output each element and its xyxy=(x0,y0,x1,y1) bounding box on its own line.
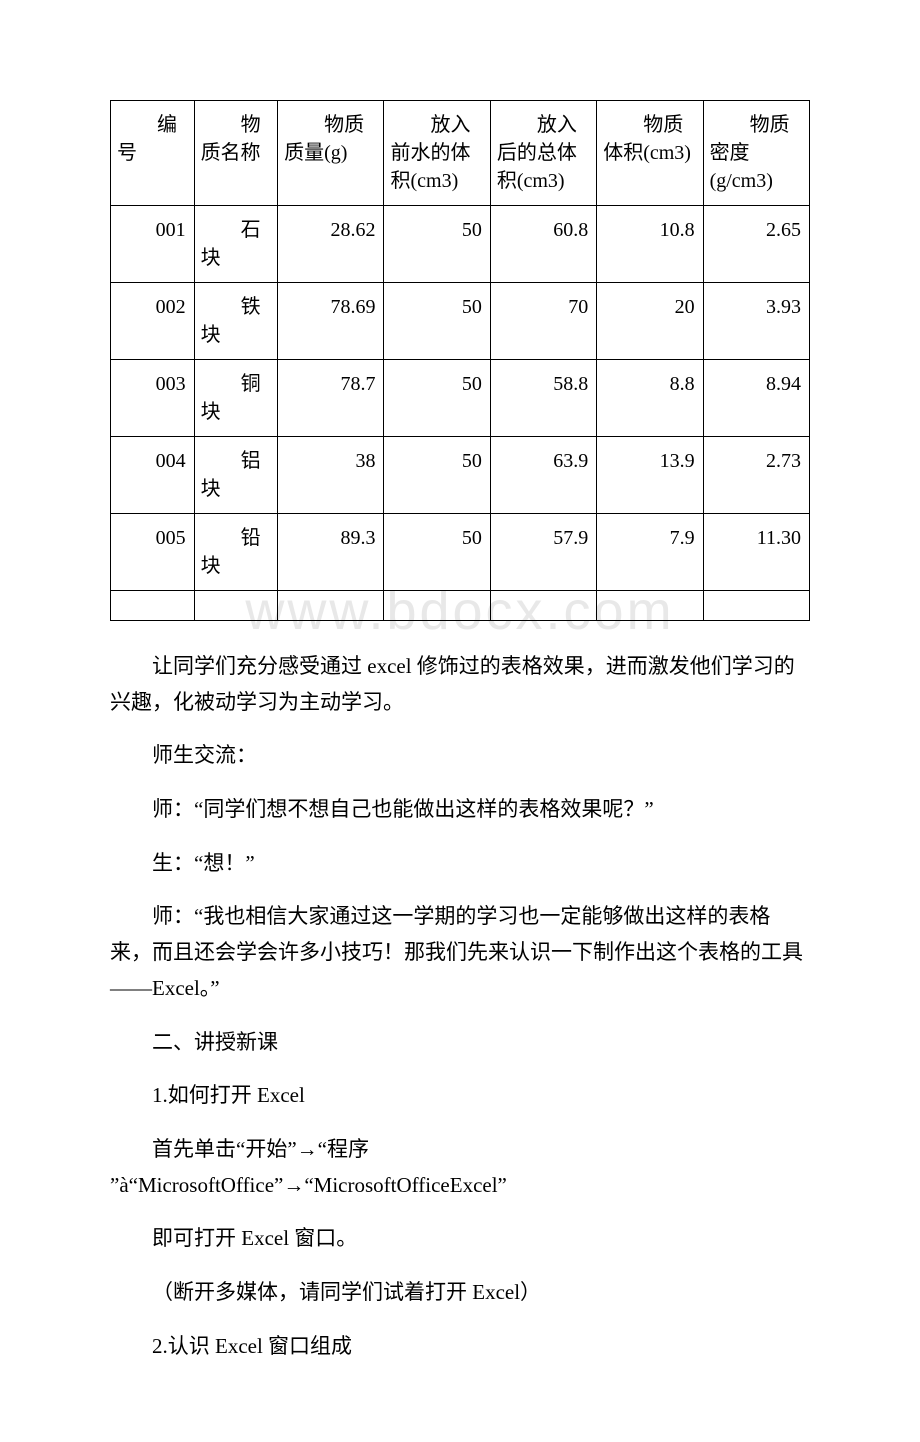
paragraph-path-line1: 首先单击“开始”→“程序 xyxy=(110,1132,810,1168)
cell-vol-before: 50 xyxy=(384,514,490,591)
table-row: 005 铅块 89.3 50 57.9 7.9 11.30 xyxy=(111,514,810,591)
header-vol: 物质体积(cm3) xyxy=(597,101,703,206)
cell-name: 石块 xyxy=(194,206,278,283)
empty-cell xyxy=(384,591,490,621)
cell-name: 铅块 xyxy=(194,514,278,591)
paragraph-section-title: 二、讲授新课 xyxy=(110,1025,810,1061)
cell-name: 铁块 xyxy=(194,283,278,360)
header-name: 物质名称 xyxy=(194,101,278,206)
paragraph-open-result: 即可打开 Excel 窗口。 xyxy=(110,1221,810,1257)
density-table: 编号 物质名称 物质质量(g) 放入前水的体积(cm3) 放入后的总体积(cm3… xyxy=(110,100,810,621)
cell-id: 003 xyxy=(111,360,195,437)
empty-cell xyxy=(490,591,596,621)
cell-id: 001 xyxy=(111,206,195,283)
table-row: 003 铜块 78.7 50 58.8 8.8 8.94 xyxy=(111,360,810,437)
cell-id: 004 xyxy=(111,437,195,514)
paragraph-step-1: 1.如何打开 Excel xyxy=(110,1078,810,1114)
header-after-vol: 放入后的总体积(cm3) xyxy=(490,101,596,206)
empty-cell xyxy=(194,591,278,621)
cell-name: 铝块 xyxy=(194,437,278,514)
cell-vol: 7.9 xyxy=(597,514,703,591)
table-header-row: 编号 物质名称 物质质量(g) 放入前水的体积(cm3) 放入后的总体积(cm3… xyxy=(111,101,810,206)
paragraph-student-1: 生：“想！” xyxy=(110,846,810,882)
empty-cell xyxy=(703,591,809,621)
paragraph-path: 首先单击“开始”→“程序 ”à“MicrosoftOffice”→“Micros… xyxy=(110,1132,810,1203)
header-density: 物质密度(g/cm3) xyxy=(703,101,809,206)
paragraph-dialogue-label: 师生交流： xyxy=(110,738,810,774)
paragraph-teacher-1: 师：“同学们想不想自己也能做出这样的表格效果呢？” xyxy=(110,792,810,828)
cell-vol-after: 58.8 xyxy=(490,360,596,437)
cell-density: 8.94 xyxy=(703,360,809,437)
cell-mass: 78.69 xyxy=(278,283,384,360)
cell-vol-after: 57.9 xyxy=(490,514,596,591)
paragraph-instruction: （断开多媒体，请同学们试着打开 Excel） xyxy=(110,1275,810,1311)
cell-mass: 38 xyxy=(278,437,384,514)
table-row: 001 石块 28.62 50 60.8 10.8 2.65 xyxy=(111,206,810,283)
empty-cell xyxy=(597,591,703,621)
empty-cell xyxy=(278,591,384,621)
header-id: 编号 xyxy=(111,101,195,206)
cell-vol: 10.8 xyxy=(597,206,703,283)
cell-vol-after: 63.9 xyxy=(490,437,596,514)
cell-vol: 8.8 xyxy=(597,360,703,437)
cell-mass: 28.62 xyxy=(278,206,384,283)
cell-vol-after: 70 xyxy=(490,283,596,360)
cell-density: 2.65 xyxy=(703,206,809,283)
cell-density: 3.93 xyxy=(703,283,809,360)
cell-mass: 89.3 xyxy=(278,514,384,591)
header-mass: 物质质量(g) xyxy=(278,101,384,206)
cell-density: 2.73 xyxy=(703,437,809,514)
empty-cell xyxy=(111,591,195,621)
cell-mass: 78.7 xyxy=(278,360,384,437)
paragraph-step-2: 2.认识 Excel 窗口组成 xyxy=(110,1329,810,1365)
cell-vol-before: 50 xyxy=(384,437,490,514)
cell-vol-before: 50 xyxy=(384,206,490,283)
table-row: 002 铁块 78.69 50 70 20 3.93 xyxy=(111,283,810,360)
cell-density: 11.30 xyxy=(703,514,809,591)
paragraph-intro: 让同学们充分感受通过 excel 修饰过的表格效果，进而激发他们学习的兴趣，化被… xyxy=(110,649,810,720)
page-content: 编号 物质名称 物质质量(g) 放入前水的体积(cm3) 放入后的总体积(cm3… xyxy=(0,0,920,1442)
cell-vol-after: 60.8 xyxy=(490,206,596,283)
table-empty-row xyxy=(111,591,810,621)
cell-vol: 13.9 xyxy=(597,437,703,514)
paragraph-path-line2: ”à“MicrosoftOffice”→“MicrosoftOfficeExce… xyxy=(110,1168,810,1204)
cell-vol-before: 50 xyxy=(384,360,490,437)
header-before-vol: 放入前水的体积(cm3) xyxy=(384,101,490,206)
cell-vol: 20 xyxy=(597,283,703,360)
paragraph-teacher-2: 师：“我也相信大家通过这一学期的学习也一定能够做出这样的表格来，而且还会学会许多… xyxy=(110,899,810,1006)
cell-id: 005 xyxy=(111,514,195,591)
cell-id: 002 xyxy=(111,283,195,360)
cell-vol-before: 50 xyxy=(384,283,490,360)
table-row: 004 铝块 38 50 63.9 13.9 2.73 xyxy=(111,437,810,514)
cell-name: 铜块 xyxy=(194,360,278,437)
